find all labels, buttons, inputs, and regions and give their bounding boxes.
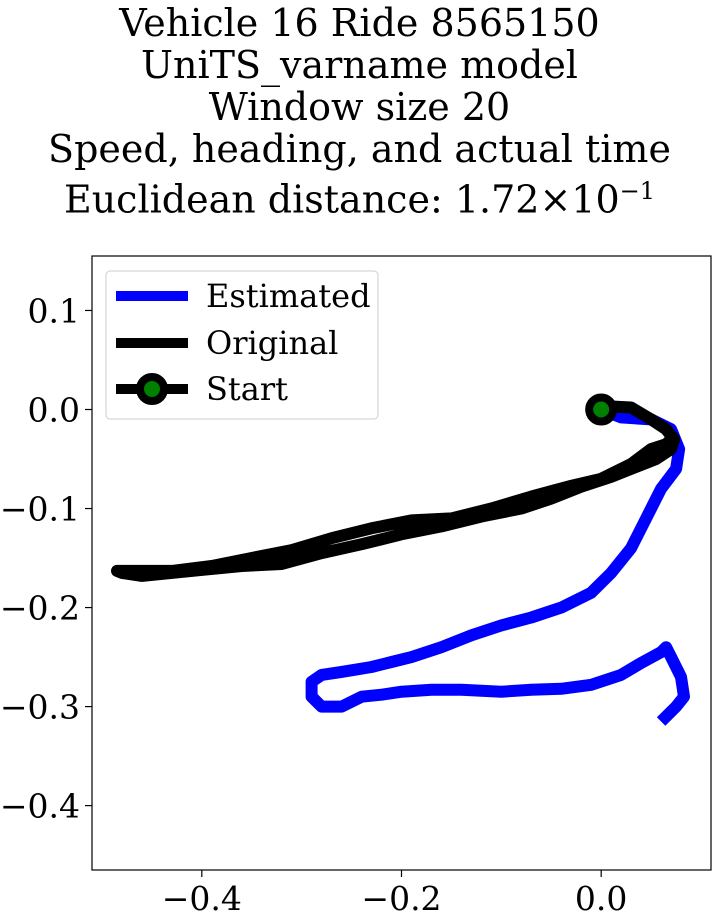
legend-estimated-label: Estimated (206, 277, 371, 315)
legend-start-label: Start (206, 370, 288, 408)
start-marker (585, 393, 618, 426)
title-line-1: Vehicle 16 Ride 8565150 (119, 1, 600, 45)
x-tick-label: −0.2 (361, 879, 441, 918)
chart-title: Vehicle 16 Ride 8565150 UniTS_varname mo… (0, 2, 719, 221)
y-tick-label: −0.3 (0, 688, 80, 727)
metric-base: 10 (571, 177, 620, 222)
legend-box (105, 270, 379, 420)
series-layer (111, 393, 690, 726)
title-line-5: Euclidean distance: 1.72×10−1 (0, 170, 719, 221)
x-tick-label: 0.0 (575, 879, 627, 918)
series-line-estimated (305, 403, 690, 726)
legend-original-label: Original (206, 324, 338, 362)
legend: Estimated Original Start (105, 270, 379, 420)
ticks-layer: −0.4 −0.2 0.0 0.1 0.0 −0.1 −0.2 −0.3 −0.4 (0, 291, 627, 918)
metric-mantissa: 1.72 (454, 177, 540, 222)
y-tick-label: 0.0 (28, 391, 80, 430)
title-line-2: UniTS_varname model (141, 43, 578, 87)
title-line-3: Window size 20 (208, 85, 511, 129)
y-tick-label: 0.1 (28, 291, 80, 330)
metric-prefix: Euclidean distance: (63, 177, 455, 222)
y-tick-label: −0.2 (0, 589, 80, 628)
metric-times: × (539, 177, 572, 222)
metric-exponent: −1 (619, 177, 656, 205)
y-tick-label: −0.4 (0, 787, 80, 826)
legend-start-marker (136, 373, 168, 405)
x-tick-label: −0.4 (162, 879, 242, 918)
series-line-original (111, 400, 681, 582)
y-tick-label: −0.1 (0, 490, 80, 529)
title-line-4: Speed, heading, and actual time (48, 127, 671, 171)
